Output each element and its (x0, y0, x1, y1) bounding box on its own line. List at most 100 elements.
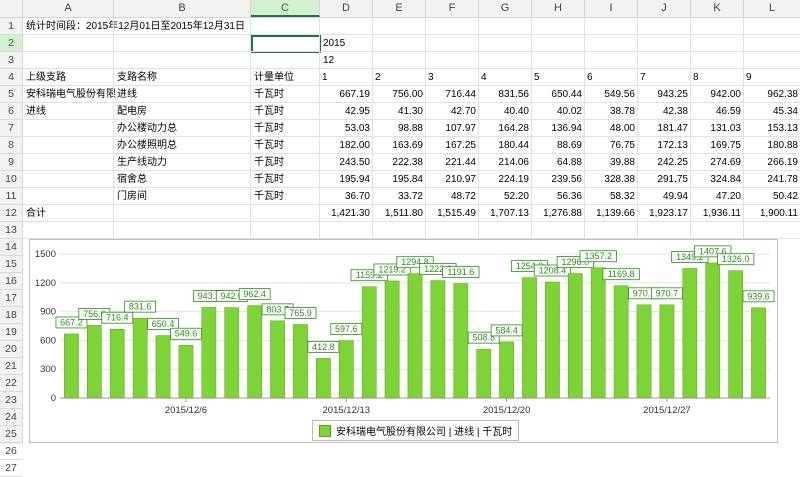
row-header-8[interactable]: 8 (0, 137, 22, 154)
row-unit-cell[interactable]: 千瓦时 (254, 123, 284, 134)
row-unit-cell[interactable]: 千瓦时 (254, 106, 284, 117)
value-cell[interactable]: 52.20 (503, 191, 529, 202)
value-cell[interactable]: 40.40 (503, 106, 529, 117)
row-header-23[interactable]: 23 (0, 392, 22, 409)
row-name-cell[interactable]: 生产线动力 (117, 157, 167, 168)
value-cell[interactable]: 42.38 (662, 106, 688, 117)
value-cell[interactable]: 180.88 (767, 140, 798, 151)
value-cell[interactable]: 214.06 (498, 157, 529, 168)
row-header-7[interactable]: 7 (0, 120, 22, 137)
row-header-21[interactable]: 21 (0, 358, 22, 375)
header-day-9[interactable]: 9 (746, 72, 752, 83)
value-cell[interactable]: 942.00 (710, 89, 741, 100)
value-cell[interactable]: 53.03 (344, 123, 370, 134)
value-cell[interactable]: 182.00 (339, 140, 370, 151)
row-header-16[interactable]: 16 (0, 273, 22, 290)
value-cell[interactable]: 169.75 (710, 140, 741, 151)
value-cell[interactable]: 181.47 (657, 123, 688, 134)
column-header-h[interactable]: H (532, 0, 585, 17)
worksheet-grid[interactable]: 统计时间段：2015年12月01日至2015年12月31日 2015 12 上级… (23, 18, 800, 444)
column-header-l[interactable]: L (744, 0, 800, 17)
year-cell[interactable]: 2015 (323, 38, 346, 49)
value-cell[interactable]: 242.25 (657, 157, 688, 168)
header-day-8[interactable]: 8 (693, 72, 699, 83)
company-cell[interactable]: 安科瑞电气股份有限公司 (26, 89, 116, 100)
row-unit-cell[interactable]: 千瓦时 (254, 174, 284, 185)
value-cell[interactable]: 324.84 (710, 174, 741, 185)
value-cell[interactable]: 195.94 (339, 174, 370, 185)
value-cell[interactable]: 41.30 (397, 106, 423, 117)
row-header-5[interactable]: 5 (0, 86, 22, 103)
total-cell[interactable]: 1,900.11 (759, 208, 798, 219)
column-header-g[interactable]: G (479, 0, 532, 17)
row-header-14[interactable]: 14 (0, 239, 22, 256)
total-cell[interactable]: 1,707.13 (490, 208, 529, 219)
value-cell[interactable]: 172.13 (657, 140, 688, 151)
value-cell[interactable]: 756.00 (392, 89, 423, 100)
row-header-22[interactable]: 22 (0, 375, 22, 392)
total-cell[interactable]: 1,276.88 (543, 208, 582, 219)
value-cell[interactable]: 241.78 (767, 174, 798, 185)
row-unit-cell[interactable]: 千瓦时 (254, 157, 284, 168)
row-header-10[interactable]: 10 (0, 171, 22, 188)
total-cell[interactable]: 1,139.66 (596, 208, 635, 219)
value-cell[interactable]: 136.94 (551, 123, 582, 134)
value-cell[interactable]: 153.13 (767, 123, 798, 134)
value-cell[interactable]: 40.02 (556, 106, 582, 117)
value-cell[interactable]: 164.28 (498, 123, 529, 134)
bar-chart[interactable]: 0 300 600 900 1200 1500 667.2 756.0 716.4 831.6 65… (29, 239, 778, 443)
value-cell[interactable]: 50.42 (772, 191, 798, 202)
row-name-cell[interactable]: 进线 (117, 89, 137, 100)
value-cell[interactable]: 943.25 (657, 89, 688, 100)
header-day-4[interactable]: 4 (481, 72, 487, 83)
row-header-26[interactable]: 26 (0, 443, 22, 460)
value-cell[interactable]: 48.00 (609, 123, 635, 134)
row-name-cell[interactable]: 办公楼照明总 (117, 140, 177, 151)
total-label[interactable]: 合计 (26, 208, 46, 219)
value-cell[interactable]: 47.20 (715, 191, 741, 202)
value-cell[interactable]: 243.50 (339, 157, 370, 168)
row-header-19[interactable]: 19 (0, 324, 22, 341)
row-header-13[interactable]: 13 (0, 222, 22, 239)
row-header-9[interactable]: 9 (0, 154, 22, 171)
header-day-5[interactable]: 5 (534, 72, 540, 83)
column-header-f[interactable]: F (426, 0, 479, 17)
row-unit-cell[interactable]: 千瓦时 (254, 89, 284, 100)
row-header-17[interactable]: 17 (0, 290, 22, 307)
row-header-1[interactable]: 1 (0, 18, 22, 35)
header-day-6[interactable]: 6 (587, 72, 593, 83)
value-cell[interactable]: 962.38 (767, 89, 798, 100)
value-cell[interactable]: 39.88 (609, 157, 635, 168)
group-cell[interactable]: 进线 (26, 106, 46, 117)
value-cell[interactable]: 45.34 (772, 106, 798, 117)
row-header-12[interactable]: 12 (0, 205, 22, 222)
value-cell[interactable]: 38.78 (609, 106, 635, 117)
column-header-i[interactable]: I (585, 0, 638, 17)
column-header-d[interactable]: D (320, 0, 373, 17)
row-header-20[interactable]: 20 (0, 341, 22, 358)
row-header-2[interactable]: 2 (0, 35, 22, 52)
column-header-j[interactable]: J (638, 0, 691, 17)
header-day-3[interactable]: 3 (428, 72, 434, 83)
value-cell[interactable]: 58.32 (609, 191, 635, 202)
row-header-6[interactable]: 6 (0, 103, 22, 120)
header-day-7[interactable]: 7 (640, 72, 646, 83)
row-header-25[interactable]: 25 (0, 426, 22, 443)
row-unit-cell[interactable]: 千瓦时 (254, 140, 284, 151)
value-cell[interactable]: 33.72 (397, 191, 423, 202)
column-header-e[interactable]: E (373, 0, 426, 17)
row-name-cell[interactable]: 门房间 (117, 191, 147, 202)
value-cell[interactable]: 650.44 (551, 89, 582, 100)
month-cell[interactable]: 12 (323, 55, 335, 66)
select-all-corner[interactable] (0, 0, 23, 17)
column-header-b[interactable]: B (114, 0, 251, 17)
value-cell[interactable]: 163.69 (392, 140, 423, 151)
total-cell[interactable]: 1,421.30 (331, 208, 370, 219)
value-cell[interactable]: 831.56 (498, 89, 529, 100)
value-cell[interactable]: 76.75 (609, 140, 635, 151)
row-header-4[interactable]: 4 (0, 69, 22, 86)
value-cell[interactable]: 36.70 (344, 191, 370, 202)
value-cell[interactable]: 46.59 (715, 106, 741, 117)
value-cell[interactable]: 88.69 (556, 140, 582, 151)
value-cell[interactable]: 195.84 (392, 174, 423, 185)
